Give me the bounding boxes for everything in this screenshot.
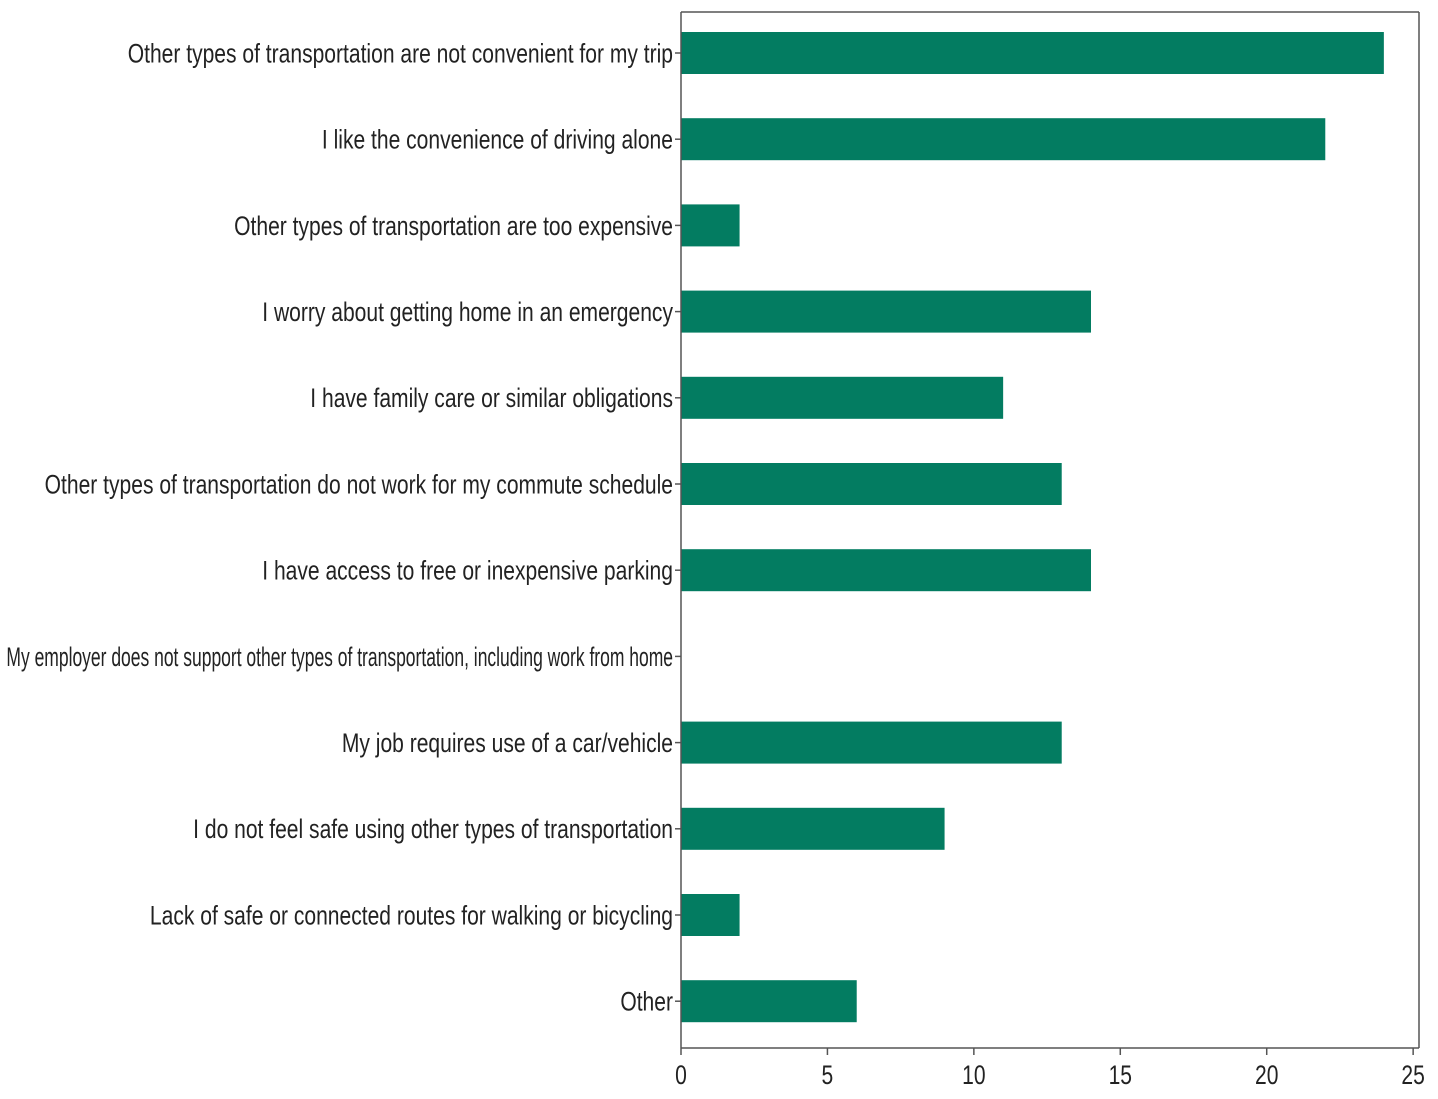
category-label-5: Other types of transportation do not wor… bbox=[45, 470, 673, 500]
bar-4 bbox=[681, 376, 1004, 419]
axes bbox=[675, 11, 1420, 1049]
bars-layer bbox=[681, 32, 1384, 1023]
bar-11 bbox=[681, 980, 857, 1023]
category-label-11: Other bbox=[620, 987, 673, 1017]
bar-3 bbox=[681, 290, 1091, 333]
x-tick-label-0: 0 bbox=[675, 1061, 687, 1091]
category-label-7: My employer does not support other types… bbox=[6, 641, 673, 672]
x-tick-label-1: 5 bbox=[822, 1061, 834, 1091]
x-tick-label-4: 20 bbox=[1255, 1061, 1278, 1091]
category-label-1: I like the convenience of driving alone bbox=[322, 125, 673, 155]
x-tick-label-2: 10 bbox=[962, 1061, 985, 1091]
bar-5 bbox=[681, 463, 1062, 505]
bar-2 bbox=[681, 204, 740, 247]
category-label-8: My job requires use of a car/vehicle bbox=[342, 729, 673, 759]
bar-9 bbox=[681, 807, 945, 850]
x-tick-label-5: 25 bbox=[1401, 1061, 1424, 1091]
category-label-2: Other types of transportation are too ex… bbox=[234, 211, 673, 241]
category-label-6: I have access to free or inexpensive par… bbox=[262, 556, 673, 586]
x-axis-ticks: 0 5 10 15 20 25 bbox=[675, 1048, 1425, 1091]
category-label-9: I do not feel safe using other types of … bbox=[193, 815, 673, 845]
bar-10 bbox=[681, 894, 740, 936]
category-label-3: I worry about getting home in an emergen… bbox=[262, 298, 674, 328]
category-label-0: Other types of transportation are not co… bbox=[128, 39, 673, 69]
x-tick-label-3: 15 bbox=[1109, 1061, 1132, 1091]
category-labels: Other types of transportation are not co… bbox=[6, 39, 673, 1017]
category-label-4: I have family care or similar obligation… bbox=[310, 384, 673, 414]
category-label-10: Lack of safe or connected routes for wal… bbox=[150, 901, 673, 931]
bar-6 bbox=[681, 549, 1091, 592]
bar-8 bbox=[681, 721, 1062, 764]
bar-1 bbox=[681, 118, 1326, 161]
bar-0 bbox=[681, 32, 1384, 74]
